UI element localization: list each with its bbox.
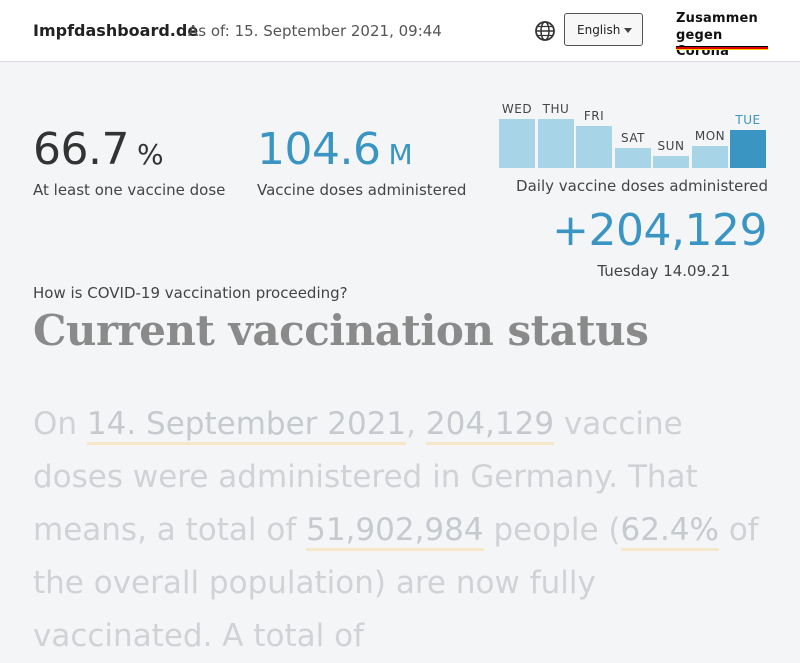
- language-select-value: English: [577, 23, 621, 37]
- chevron-down-icon: [624, 28, 632, 33]
- one-dose-value: 66.7: [33, 124, 129, 175]
- flag-stripe-red: [676, 47, 768, 49]
- one-dose-stat: 66.7% At least one vaccine dose: [33, 124, 225, 199]
- para-date: 14. September 2021: [86, 406, 407, 445]
- daily-doses-bar-chart: [499, 100, 769, 168]
- status-paragraph: On 14. September 2021, 204,129 vaccine d…: [33, 398, 773, 663]
- para-text-4: people (: [483, 512, 621, 548]
- day-label-thu: THU: [542, 102, 570, 116]
- day-label-fri: FRI: [583, 109, 605, 123]
- doses-value: 104.6: [257, 124, 381, 175]
- globe-icon[interactable]: [534, 20, 556, 42]
- bar-fri: [576, 126, 612, 168]
- logo-line-2: gegen Corona: [676, 28, 730, 59]
- day-label-tue: TUE: [735, 113, 761, 127]
- page-title: Current vaccination status: [33, 306, 649, 355]
- bar-wed: [499, 119, 535, 168]
- bar-thu: [538, 119, 574, 168]
- bar-sat: [615, 148, 651, 168]
- day-label-wed: WED: [501, 102, 533, 116]
- daily-doses-date: Tuesday 14.09.21: [597, 262, 730, 280]
- para-text-2: ,: [406, 406, 426, 442]
- doses-unit: M: [388, 138, 413, 171]
- zusammen-gegen-corona-logo[interactable]: Zusammen gegen Corona: [676, 11, 769, 59]
- para-people: 51,902,984: [306, 512, 484, 551]
- day-label-mon: MON: [694, 129, 726, 143]
- section-question: How is COVID-19 vaccination proceeding?: [33, 284, 348, 302]
- language-select[interactable]: English: [564, 13, 643, 46]
- para-doses: 204,129: [425, 406, 555, 445]
- flag-stripe-black: [676, 46, 768, 48]
- one-dose-label: At least one vaccine dose: [33, 181, 226, 199]
- daily-doses-value: +204,129: [552, 205, 767, 256]
- flag-stripes: [676, 46, 768, 51]
- site-name-link[interactable]: Impfdashboard.de: [33, 21, 199, 40]
- bar-mon: [692, 146, 728, 168]
- day-label-sat: SAT: [621, 131, 645, 145]
- header: Impfdashboard.de As of: 15. September 20…: [0, 0, 800, 62]
- bar-tue: [730, 130, 766, 168]
- one-dose-unit: %: [136, 138, 164, 171]
- logo-line-1: Zusammen: [676, 11, 758, 26]
- para-percent: 62.4%: [620, 512, 719, 551]
- day-label-sun: SUN: [657, 139, 685, 153]
- as-of-timestamp: As of: 15. September 2021, 09:44: [188, 22, 442, 40]
- daily-doses-label: Daily vaccine doses administered: [516, 177, 768, 195]
- flag-stripe-gold: [676, 48, 768, 51]
- bar-sun: [653, 156, 689, 168]
- para-text-3: vaccine doses were administered in Germa…: [33, 406, 698, 548]
- para-text-1: On: [33, 406, 87, 442]
- doses-administered-stat: 104.6 M Vaccine doses administered: [257, 124, 466, 199]
- doses-label: Vaccine doses administered: [257, 181, 467, 199]
